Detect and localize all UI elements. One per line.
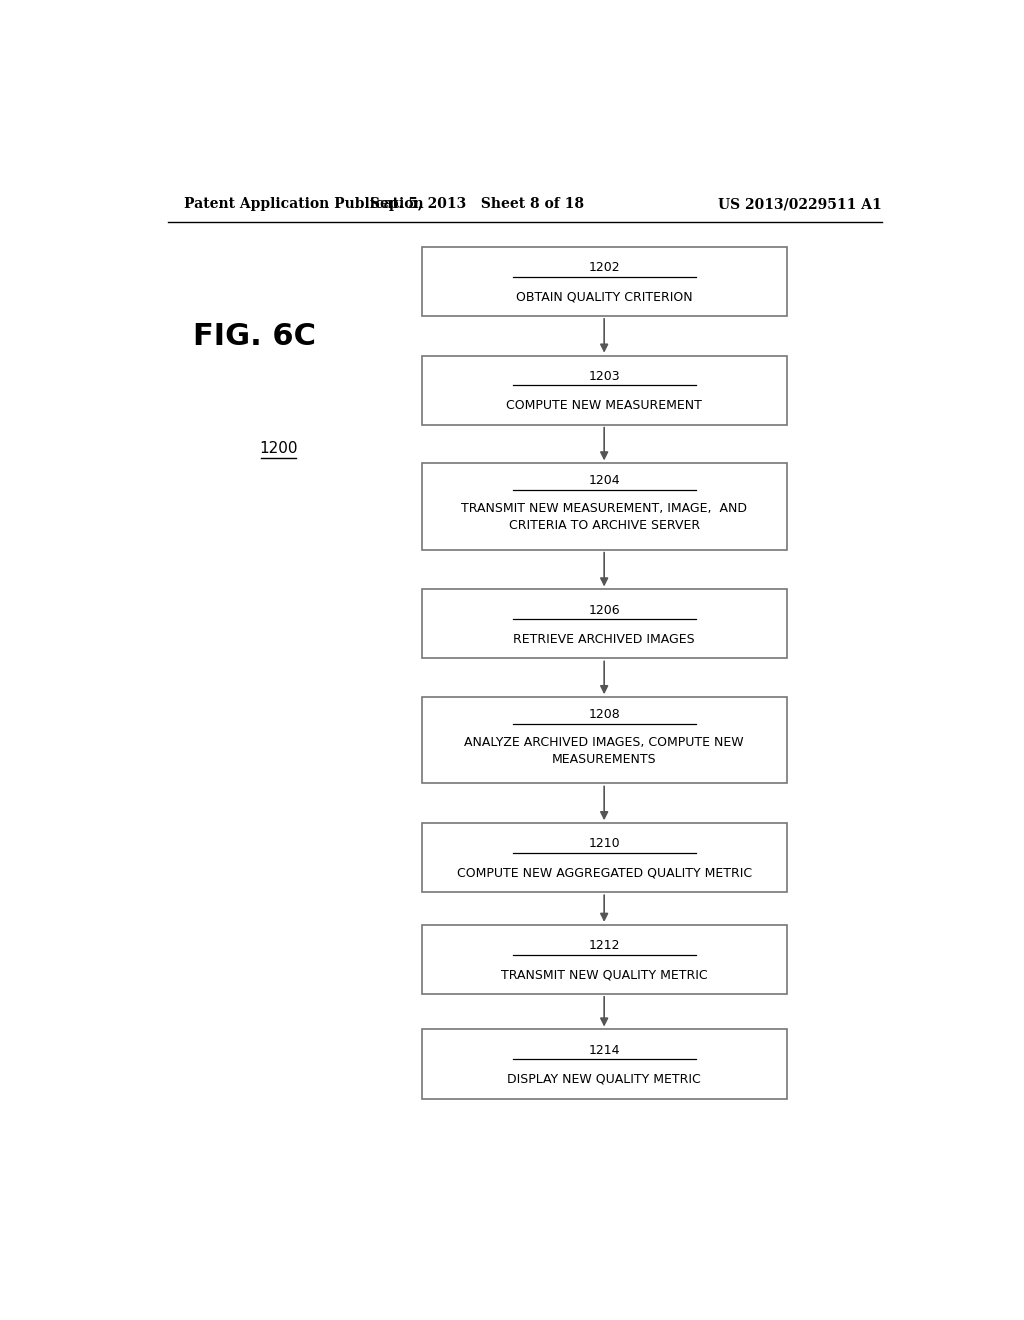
Bar (422, 1030, 786, 1098)
Bar (422, 247, 786, 315)
Bar (422, 355, 786, 425)
Text: DISPLAY NEW QUALITY METRIC: DISPLAY NEW QUALITY METRIC (507, 1073, 701, 1086)
Bar (422, 824, 786, 892)
Text: 1214: 1214 (589, 1044, 620, 1057)
Text: FIG. 6C: FIG. 6C (194, 322, 316, 351)
Text: 1206: 1206 (589, 603, 620, 616)
Bar (422, 925, 786, 994)
Text: Sep. 5, 2013   Sheet 8 of 18: Sep. 5, 2013 Sheet 8 of 18 (371, 197, 584, 211)
Text: 1203: 1203 (589, 370, 620, 383)
Text: 1212: 1212 (589, 939, 620, 952)
Text: COMPUTE NEW AGGREGATED QUALITY METRIC: COMPUTE NEW AGGREGATED QUALITY METRIC (457, 866, 752, 879)
Bar (422, 463, 786, 549)
Text: Patent Application Publication: Patent Application Publication (183, 197, 423, 211)
Text: 1210: 1210 (589, 837, 620, 850)
Text: US 2013/0229511 A1: US 2013/0229511 A1 (718, 197, 882, 211)
Text: ANALYZE ARCHIVED IMAGES, COMPUTE NEW
MEASUREMENTS: ANALYZE ARCHIVED IMAGES, COMPUTE NEW MEA… (464, 735, 744, 766)
Text: 1208: 1208 (588, 708, 621, 721)
Text: RETRIEVE ARCHIVED IMAGES: RETRIEVE ARCHIVED IMAGES (513, 632, 695, 645)
Text: TRANSMIT NEW QUALITY METRIC: TRANSMIT NEW QUALITY METRIC (501, 968, 708, 981)
Text: COMPUTE NEW MEASUREMENT: COMPUTE NEW MEASUREMENT (506, 399, 702, 412)
Text: 1204: 1204 (589, 474, 620, 487)
Bar (422, 589, 786, 659)
Text: OBTAIN QUALITY CRITERION: OBTAIN QUALITY CRITERION (516, 290, 692, 304)
Text: TRANSMIT NEW MEASUREMENT, IMAGE,  AND
CRITERIA TO ARCHIVE SERVER: TRANSMIT NEW MEASUREMENT, IMAGE, AND CRI… (461, 502, 748, 532)
Text: 1200: 1200 (259, 441, 298, 455)
Bar (422, 697, 786, 784)
Text: 1202: 1202 (589, 261, 620, 275)
